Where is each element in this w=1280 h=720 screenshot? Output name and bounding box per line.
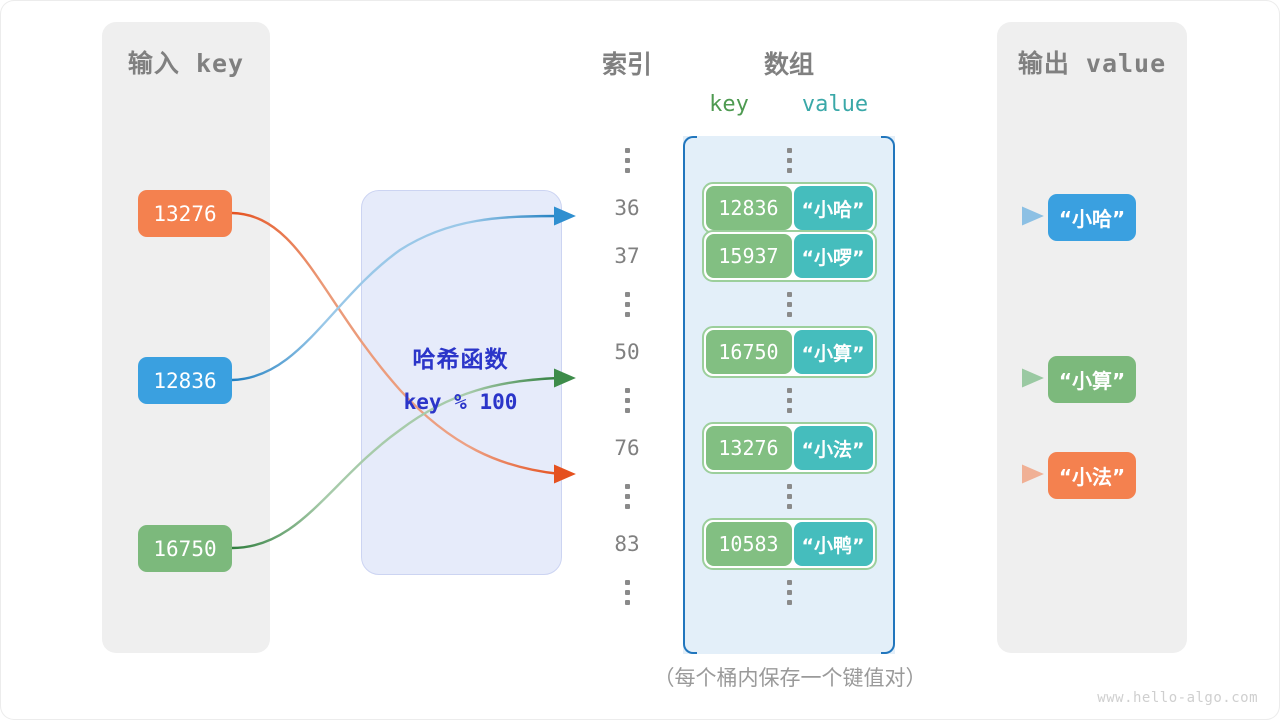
array-bucket-12836: 12836 “小哈” — [683, 182, 895, 234]
vertical-ellipsis-icon — [624, 147, 630, 173]
input-key-chip-16750[interactable]: 16750 — [138, 525, 232, 572]
index-column-header: 索引 — [601, 50, 652, 79]
bucket[interactable]: 13276 “小法” — [701, 422, 877, 474]
array-bucket-15937: 15937 “小啰” — [683, 230, 895, 282]
output-value-label: “小哈” — [1058, 207, 1126, 231]
bucket[interactable]: 16750 “小算” — [701, 326, 877, 378]
index-ellipsis — [592, 376, 662, 424]
input-key-chip-12836[interactable]: 12836 — [138, 357, 232, 404]
output-value-chip-xiaosuan[interactable]: “小算” — [1048, 356, 1136, 403]
index-value: 76 — [614, 436, 640, 460]
array-bucket-10583: 10583 “小鸭” — [683, 518, 895, 570]
bucket-value: “小啰” — [793, 234, 873, 278]
output-value-label: “小算” — [1058, 369, 1126, 393]
bucket-value: “小算” — [793, 330, 873, 374]
array-bucket-16750: 16750 “小算” — [683, 326, 895, 378]
bucket-key: 10583 — [705, 522, 792, 566]
key-subheader-label: key — [709, 92, 749, 117]
input-key-chip-13276[interactable]: 13276 — [138, 190, 232, 237]
output-value-label: “小法” — [1058, 465, 1126, 489]
index-label-83: 83 — [592, 520, 662, 568]
bucket-value: “小鸭” — [793, 522, 873, 566]
index-label-37: 37 — [592, 232, 662, 280]
vertical-ellipsis-icon — [786, 387, 792, 413]
hash-function-labels: 哈希函数 key % 100 — [361, 340, 560, 414]
array-bucket-13276: 13276 “小法” — [683, 422, 895, 474]
hash-function-title: 哈希函数 — [412, 347, 509, 373]
input-key-label: 13276 — [153, 201, 217, 226]
array-rows: 12836 “小哈” 15937 “小啰” 16750 “小算” 13276 “小法” 1058… — [683, 136, 895, 616]
vertical-ellipsis-icon — [624, 387, 630, 413]
index-label-76: 76 — [592, 424, 662, 472]
key-value-subheader: key value — [683, 92, 895, 117]
vertical-ellipsis-icon — [786, 579, 792, 605]
index-ellipsis — [592, 280, 662, 328]
input-key-label: 12836 — [153, 368, 217, 393]
vertical-ellipsis-icon — [624, 483, 630, 509]
index-value: 50 — [614, 340, 640, 364]
bucket[interactable]: 15937 “小啰” — [701, 230, 877, 282]
diagram-caption: （每个桶内保存一个键值对） — [653, 666, 927, 690]
index-value: 83 — [614, 532, 640, 556]
bucket-key: 12836 — [705, 186, 792, 230]
output-panel-title: 输出 value — [1017, 49, 1167, 78]
bucket-key: 16750 — [705, 330, 792, 374]
index-column: 36 37 50 76 83 — [592, 136, 662, 616]
bucket-key: 13276 — [705, 426, 792, 470]
array-ellipsis — [683, 568, 895, 616]
index-label-50: 50 — [592, 328, 662, 376]
array-column-header: 数组 — [763, 50, 814, 79]
bucket[interactable]: 12836 “小哈” — [701, 182, 877, 234]
watermark: www.hello-algo.com — [1097, 690, 1258, 706]
index-value: 37 — [614, 244, 640, 268]
bucket-key: 15937 — [705, 234, 792, 278]
array-ellipsis — [683, 136, 895, 184]
array-ellipsis — [683, 472, 895, 520]
array-container: 12836 “小哈” 15937 “小啰” 16750 “小算” 13276 “小法” 1058… — [683, 136, 895, 654]
index-label-36: 36 — [592, 184, 662, 232]
bucket-value: “小法” — [793, 426, 873, 470]
input-key-label: 16750 — [153, 536, 217, 561]
output-value-chip-xiaofa[interactable]: “小法” — [1048, 452, 1136, 499]
bucket[interactable]: 10583 “小鸭” — [701, 518, 877, 570]
vertical-ellipsis-icon — [624, 579, 630, 605]
vertical-ellipsis-icon — [786, 147, 792, 173]
array-ellipsis — [683, 280, 895, 328]
vertical-ellipsis-icon — [786, 483, 792, 509]
value-subheader-label: value — [801, 92, 869, 117]
index-ellipsis — [592, 136, 662, 184]
bucket-value: “小哈” — [793, 186, 873, 230]
output-value-chip-xiaoha[interactable]: “小哈” — [1048, 194, 1136, 241]
index-value: 36 — [614, 196, 640, 220]
vertical-ellipsis-icon — [786, 291, 792, 317]
array-ellipsis — [683, 376, 895, 424]
vertical-ellipsis-icon — [624, 291, 630, 317]
index-ellipsis — [592, 568, 662, 616]
hash-function-formula: key % 100 — [403, 390, 518, 414]
input-panel-title: 输入 key — [127, 49, 245, 78]
index-ellipsis — [592, 472, 662, 520]
output-value-panel: 输出 value — [997, 22, 1187, 653]
